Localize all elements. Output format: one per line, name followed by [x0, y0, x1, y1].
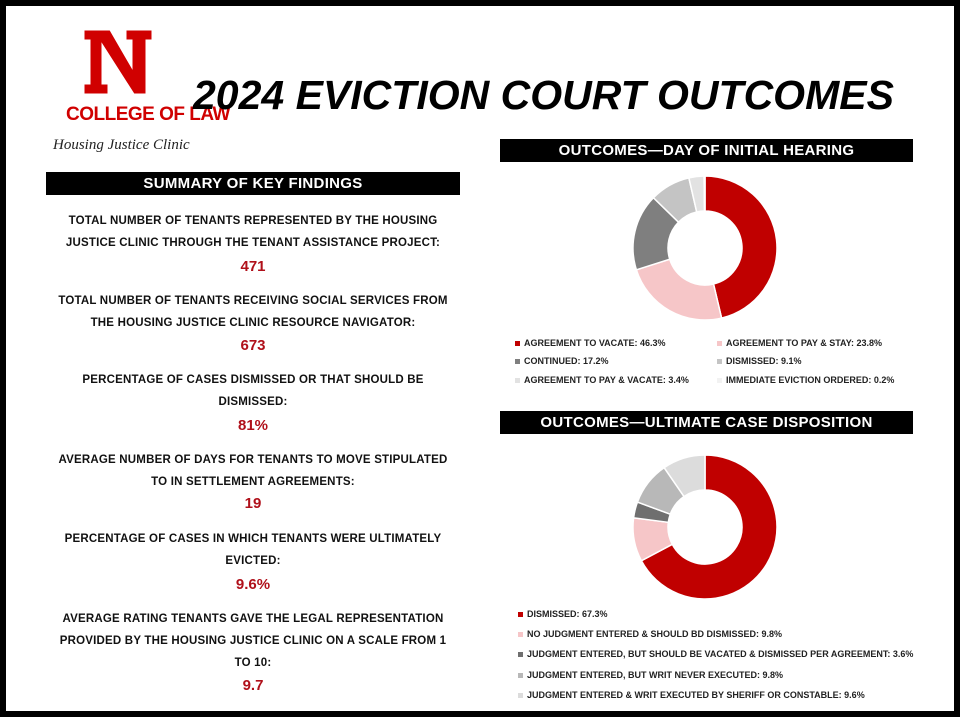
clinic-name: Housing Justice Clinic	[53, 137, 190, 153]
legend-swatch	[717, 378, 722, 383]
legend-label: AGREEMENT TO PAY & VACATE: 3.4%	[524, 375, 689, 385]
legend-label: IMMEDIATE EVICTION ORDERED: 0.2%	[726, 375, 895, 385]
finding-label: PERCENTAGE OF CASES IN WHICH TENANTS WER…	[64, 533, 442, 567]
legend-swatch	[717, 359, 722, 364]
legend-label: DISMISSED: 9.1%	[726, 356, 802, 366]
finding-label: AVERAGE RATING TENANTS GAVE THE LEGAL RE…	[59, 613, 447, 669]
logo	[83, 29, 153, 95]
legend-swatch	[515, 341, 520, 346]
legend-label: NO JUDGMENT ENTERED & SHOULD BD DISMISSE…	[527, 629, 783, 639]
finding-value: 9.7	[242, 677, 264, 694]
donut-slice	[704, 175, 778, 319]
legend-label: JUDGMENT ENTERED, BUT WRIT NEVER EXECUTE…	[527, 670, 784, 680]
finding-value: 19	[244, 495, 262, 512]
legend-swatch	[515, 378, 520, 383]
legend-label: AGREEMENT TO PAY & STAY: 23.8%	[726, 338, 883, 348]
finding-value: 471	[240, 258, 266, 275]
legend-label: JUDGMENT ENTERED & WRIT EXECUTED BY SHER…	[527, 690, 865, 700]
legend-label: JUDGMENT ENTERED, BUT SHOULD BE VACATED …	[527, 649, 914, 659]
summary-title: SUMMARY OF KEY FINDINGS	[46, 172, 460, 195]
finding-value: 81%	[237, 417, 269, 434]
legend-swatch	[717, 341, 722, 346]
chart-title: OUTCOMES—DAY OF INITIAL HEARING	[500, 139, 913, 162]
chart-title: OUTCOMES—ULTIMATE CASE DISPOSITION	[500, 411, 913, 434]
finding-value: 9.6%	[235, 576, 271, 593]
college-name: COLLEGE OF LAW	[66, 104, 231, 125]
donut-slice	[640, 454, 778, 600]
legend-swatch	[518, 652, 523, 657]
legend-swatch	[518, 632, 523, 637]
donut-slice	[663, 454, 706, 498]
finding-label: PERCENTAGE OF CASES DISMISSED OR THAT SH…	[82, 374, 424, 408]
legend-label: AGREEMENT TO VACATE: 46.3%	[524, 338, 666, 348]
finding-label: TOTAL NUMBER OF TENANTS REPRESENTED BY T…	[65, 215, 441, 249]
legend-swatch	[518, 693, 523, 698]
donut-slice	[703, 175, 706, 212]
page-title: 2024 EVICTION COURT OUTCOMES	[193, 72, 894, 118]
legend-label: CONTINUED: 17.2%	[524, 356, 609, 366]
finding-value: 673	[240, 337, 266, 354]
charts	[632, 175, 778, 600]
legend-swatch	[518, 673, 523, 678]
donut-slice	[635, 258, 723, 321]
legend-label: DISMISSED: 67.3%	[527, 609, 608, 619]
legend-swatch	[518, 612, 523, 617]
finding-label: AVERAGE NUMBER OF DAYS FOR TENANTS TO MO…	[58, 454, 448, 488]
finding-label: TOTAL NUMBER OF TENANTS RECEIVING SOCIAL…	[58, 295, 448, 329]
legend-swatch	[515, 359, 520, 364]
